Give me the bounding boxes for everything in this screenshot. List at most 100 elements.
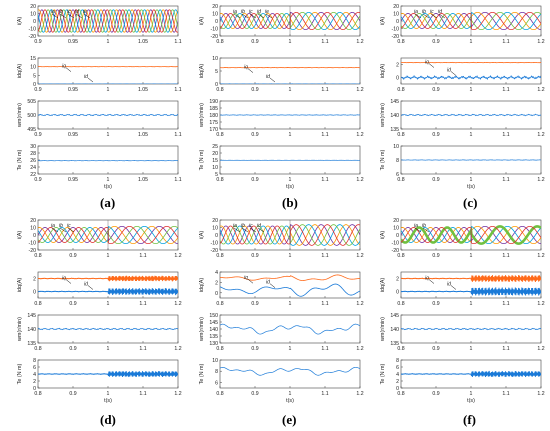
x-tick-label: 1	[470, 301, 473, 307]
x-tick-label: 1.2	[537, 177, 544, 183]
series-label: iq	[425, 276, 429, 282]
x-tick-label: 1.1	[321, 346, 328, 352]
annotation-label: id	[257, 223, 261, 229]
y-tick-label: 20	[212, 151, 218, 157]
y-tick-label: 140	[209, 327, 218, 333]
x-tick-label: 1.1	[502, 346, 509, 352]
annotation-label: ia	[51, 223, 55, 229]
annotation-label: ie	[265, 9, 269, 15]
annotation-label: ib	[241, 9, 245, 15]
x-tick-label: 1	[107, 177, 110, 183]
series-annotation-arrow	[450, 71, 457, 76]
annotation-label: ic	[430, 9, 434, 15]
x-tick-label: 1.1	[321, 253, 328, 259]
data-lines	[38, 370, 178, 378]
x-tick-label: 1	[289, 346, 292, 352]
x-tick-label: 0.9	[432, 301, 439, 307]
y-tick-label: 0	[33, 19, 36, 25]
panel-label: (d)	[100, 412, 116, 427]
annotation-arrow	[422, 13, 430, 19]
y-axis-label: i(A)	[380, 17, 386, 26]
x-tick-label: 0.8	[397, 253, 404, 259]
x-tick-label: 1.2	[537, 301, 544, 307]
y-tick-label: 20	[30, 218, 36, 224]
annotation-arrow	[83, 13, 91, 19]
x-tick-label: 1	[107, 132, 110, 138]
x-axis-label: t(s)	[467, 398, 475, 404]
y-tick-label: 22	[30, 172, 36, 178]
x-tick-label: 1.1	[139, 253, 146, 259]
x-tick-label: 0.9	[251, 391, 258, 397]
series-iq	[401, 274, 541, 282]
y-tick-label: 2	[396, 63, 399, 69]
x-axis-label: t(s)	[104, 398, 112, 404]
y-tick-label: 2	[33, 379, 36, 385]
x-tick-label: 0.95	[68, 87, 78, 93]
x-tick-label: 0.9	[251, 39, 258, 45]
data-lines	[38, 275, 178, 296]
y-tick-label: 5	[215, 69, 218, 75]
y-tick-label: 24	[30, 165, 36, 171]
x-tick-label: 1.2	[356, 346, 363, 352]
x-tick-label: 0.9	[432, 391, 439, 397]
y-tick-label: 8	[396, 358, 399, 364]
subplot-1: 15 10 5 00.9 0.95 1 1.05 1.1 idq(A) iq id	[17, 56, 182, 93]
annotation-arrow	[265, 13, 273, 19]
subplot-1: 4 2 0 0.8 0.9 1 1.1 1.2 idq(A) iq id	[199, 270, 364, 307]
x-tick-label: 0.9	[432, 253, 439, 259]
x-tick-label: 1	[470, 87, 473, 93]
y-tick-label: 0	[215, 291, 218, 297]
annotation-label: id	[438, 9, 442, 15]
y-tick-label: 0	[215, 19, 218, 25]
x-tick-label: 0.95	[68, 132, 78, 138]
y-tick-label: 170	[209, 127, 218, 133]
annotation-arrow	[249, 13, 257, 19]
x-tick-label: 0.9	[34, 177, 41, 183]
x-tick-label: 0.8	[216, 177, 223, 183]
y-tick-label: 25	[212, 144, 218, 150]
series-annotation-arrow	[269, 77, 276, 83]
annotation-arrow	[430, 13, 438, 19]
subplot-1: 2 0 0.8 0.9 1 1.1 1.2 idq(A) iq id	[17, 271, 182, 307]
x-tick-label: 1.1	[502, 39, 509, 45]
y-tick-label: 145	[390, 313, 399, 319]
y-tick-label: 130	[209, 341, 218, 347]
plot-frame	[400, 57, 542, 85]
x-tick-label: 1.2	[174, 301, 181, 307]
x-tick-label: 1.2	[356, 391, 363, 397]
x-tick-label: 1.05	[138, 39, 148, 45]
x-tick-label: 0.9	[69, 346, 76, 352]
y-tick-label: 0	[33, 233, 36, 239]
x-tick-label: 1	[107, 253, 110, 259]
x-tick-label: 1.2	[356, 301, 363, 307]
annotation-arrow	[59, 227, 67, 233]
x-tick-label: 0.8	[34, 301, 41, 307]
x-axis-label: t(s)	[104, 184, 112, 190]
series-id	[220, 283, 360, 297]
x-tick-label: 0.8	[397, 39, 404, 45]
x-tick-label: 0.9	[251, 132, 258, 138]
x-axis-label: t(s)	[286, 398, 294, 404]
annotation-arrow	[241, 227, 249, 233]
series-id	[401, 74, 541, 81]
subplot-1: 2 0 0.8 0.9 1 1.1 1.2 idq(A) iq id	[380, 57, 545, 93]
y-tick-label: -20	[392, 34, 400, 40]
y-tick-label: 4	[33, 372, 36, 378]
y-tick-label: -10	[211, 27, 219, 33]
x-tick-label: 1.1	[174, 177, 181, 183]
y-tick-label: -20	[29, 248, 37, 254]
annotation-label: ia	[233, 223, 237, 229]
y-tick-label: 20	[30, 4, 36, 10]
x-tick-label: 0.8	[397, 346, 404, 352]
data-lines	[401, 274, 541, 296]
y-axis-label: i(A)	[17, 231, 23, 240]
y-tick-label: 30	[30, 144, 36, 150]
x-tick-label: 0.8	[216, 346, 223, 352]
y-tick-label: -10	[29, 241, 37, 247]
series-id	[401, 287, 541, 296]
y-tick-label: -20	[211, 248, 219, 254]
y-axis-label: Te (N m)	[17, 363, 23, 384]
